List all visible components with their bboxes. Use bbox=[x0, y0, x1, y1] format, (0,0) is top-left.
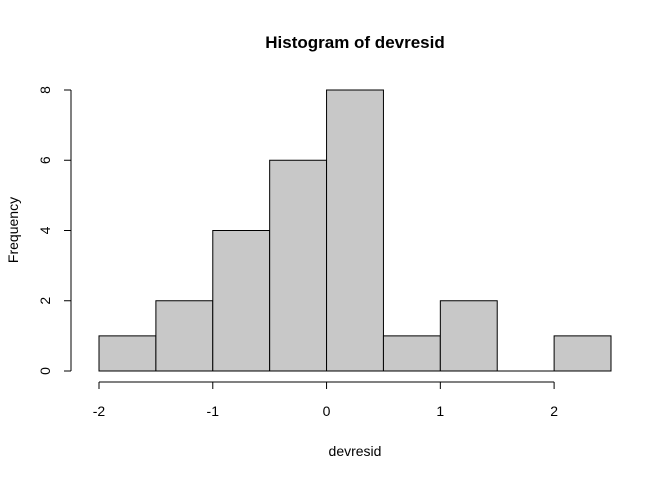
x-tick-label: -2 bbox=[93, 403, 106, 419]
x-tick-label: 0 bbox=[323, 403, 331, 419]
histogram-bar-4 bbox=[326, 89, 384, 372]
y-tick-label: 6 bbox=[37, 156, 53, 164]
histogram-bar-3 bbox=[269, 159, 328, 372]
histogram-bar-1 bbox=[155, 300, 214, 372]
y-tick-label: 0 bbox=[37, 367, 53, 375]
y-axis: 0 2 4 6 8 bbox=[37, 86, 72, 375]
x-axis-label: devresid bbox=[329, 443, 382, 459]
histogram-bar-2 bbox=[212, 230, 271, 372]
x-tick-label: 2 bbox=[550, 403, 558, 419]
y-tick-label: 2 bbox=[37, 297, 53, 305]
y-tick-label: 8 bbox=[37, 86, 53, 94]
bars-group bbox=[98, 89, 612, 372]
histogram-bar-6 bbox=[439, 300, 498, 372]
histogram-bar-5 bbox=[382, 335, 441, 372]
histogram-bar-8 bbox=[553, 335, 612, 372]
y-axis-label: Frequency bbox=[5, 197, 21, 263]
y-tick-label: 4 bbox=[37, 226, 53, 234]
x-axis: -2 -1 0 1 2 bbox=[93, 381, 558, 419]
chart-title: Histogram of devresid bbox=[265, 33, 445, 52]
x-tick-label: 1 bbox=[436, 403, 444, 419]
x-tick-label: -1 bbox=[207, 403, 220, 419]
histogram-bar-0 bbox=[98, 335, 157, 372]
